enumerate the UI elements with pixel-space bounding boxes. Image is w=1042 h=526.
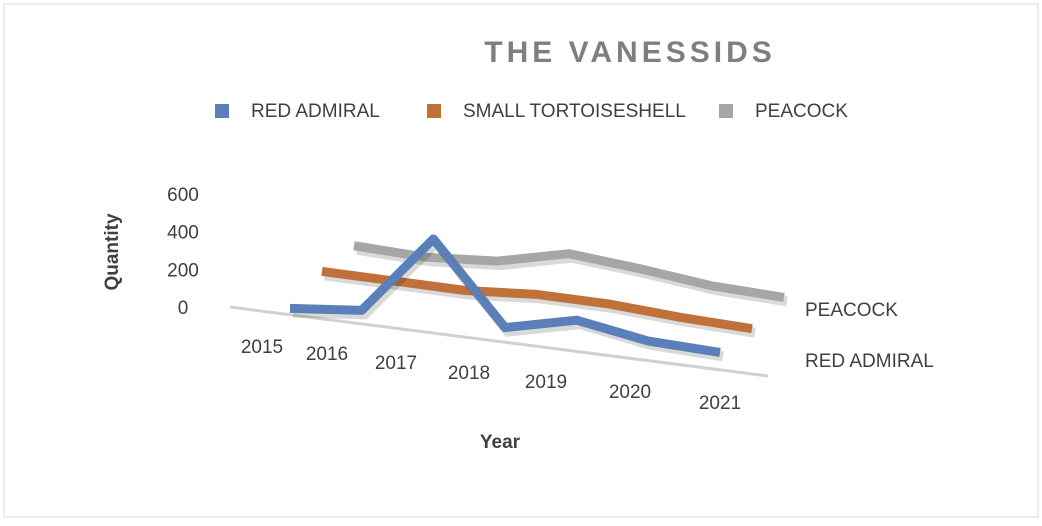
legend-swatch [427, 104, 441, 118]
x-tick-label: 2018 [448, 363, 490, 384]
depth-label: RED ADMIRAL [805, 351, 934, 372]
x-axis-title: Year [480, 432, 521, 453]
x-tick-label: 2016 [306, 344, 348, 365]
chart-title: THE VANESSIDS [484, 36, 776, 69]
legend-swatch [215, 104, 229, 118]
x-tick-label: 2021 [699, 393, 741, 414]
series-line [353, 241, 785, 302]
y-tick-label: 400 [167, 223, 199, 244]
legend-label: RED ADMIRAL [251, 101, 380, 122]
series-line [289, 234, 721, 357]
legend-swatch [719, 104, 733, 118]
x-tick-label: 2019 [525, 372, 567, 393]
y-tick-label: 0 [178, 298, 189, 319]
y-tick-label: 200 [167, 260, 199, 281]
y-tick-label: 600 [167, 185, 199, 206]
legend-label: SMALL TORTOISESHELL [463, 101, 686, 122]
floor-line [229, 305, 769, 378]
x-tick-label: 2020 [609, 382, 651, 403]
x-tick-label: 2015 [241, 337, 283, 358]
legend-label: PEACOCK [755, 101, 848, 122]
x-tick-label: 2017 [375, 353, 417, 374]
depth-label: PEACOCK [805, 300, 898, 321]
y-axis-title: Quantity [102, 213, 123, 290]
